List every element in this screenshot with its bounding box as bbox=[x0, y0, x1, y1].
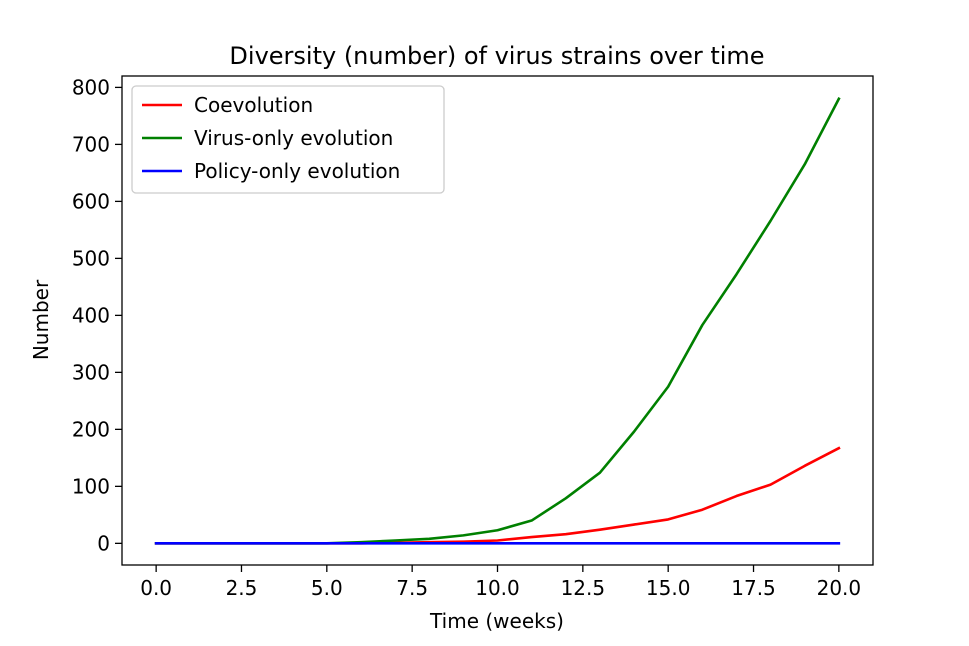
legend-box bbox=[131, 85, 445, 194]
y-axis: 0 100 200 300 400 500 600 700 800 bbox=[72, 75, 122, 555]
x-tick-label: 7.5 bbox=[396, 576, 428, 600]
x-axis-label: Time (weeks) bbox=[429, 609, 564, 633]
legend-label: Policy-only evolution bbox=[194, 159, 400, 183]
y-tick-label: 300 bbox=[72, 360, 110, 384]
x-tick-label: 10.0 bbox=[475, 576, 520, 600]
x-tick-label: 5.0 bbox=[311, 576, 343, 600]
x-tick-label: 20.0 bbox=[817, 576, 862, 600]
y-tick-label: 0 bbox=[97, 531, 110, 555]
x-tick-label: 12.5 bbox=[561, 576, 606, 600]
y-tick-label: 100 bbox=[72, 474, 110, 498]
x-tick-label: 17.5 bbox=[731, 576, 776, 600]
legend: Coevolution Virus-only evolution Policy-on… bbox=[131, 85, 445, 194]
x-tick-label: 2.5 bbox=[226, 576, 258, 600]
y-tick-label: 800 bbox=[72, 75, 110, 99]
legend-label: Virus-only evolution bbox=[194, 126, 393, 150]
y-tick-label: 500 bbox=[72, 246, 110, 270]
x-tick-label: 0.0 bbox=[140, 576, 172, 600]
chart-title: Diversity (number) of virus strains over… bbox=[229, 42, 764, 70]
y-tick-label: 700 bbox=[72, 132, 110, 156]
x-axis: 0.0 2.5 5.0 7.5 10.0 12.5 15.0 17.5 20.0 bbox=[140, 565, 861, 600]
y-tick-label: 600 bbox=[72, 189, 110, 213]
legend-label: Coevolution bbox=[194, 93, 313, 117]
y-tick-label: 400 bbox=[72, 303, 110, 327]
y-tick-label: 200 bbox=[72, 417, 110, 441]
y-axis-label: Number bbox=[29, 279, 53, 360]
x-tick-label: 15.0 bbox=[646, 576, 691, 600]
plot-lines bbox=[154, 97, 841, 545]
